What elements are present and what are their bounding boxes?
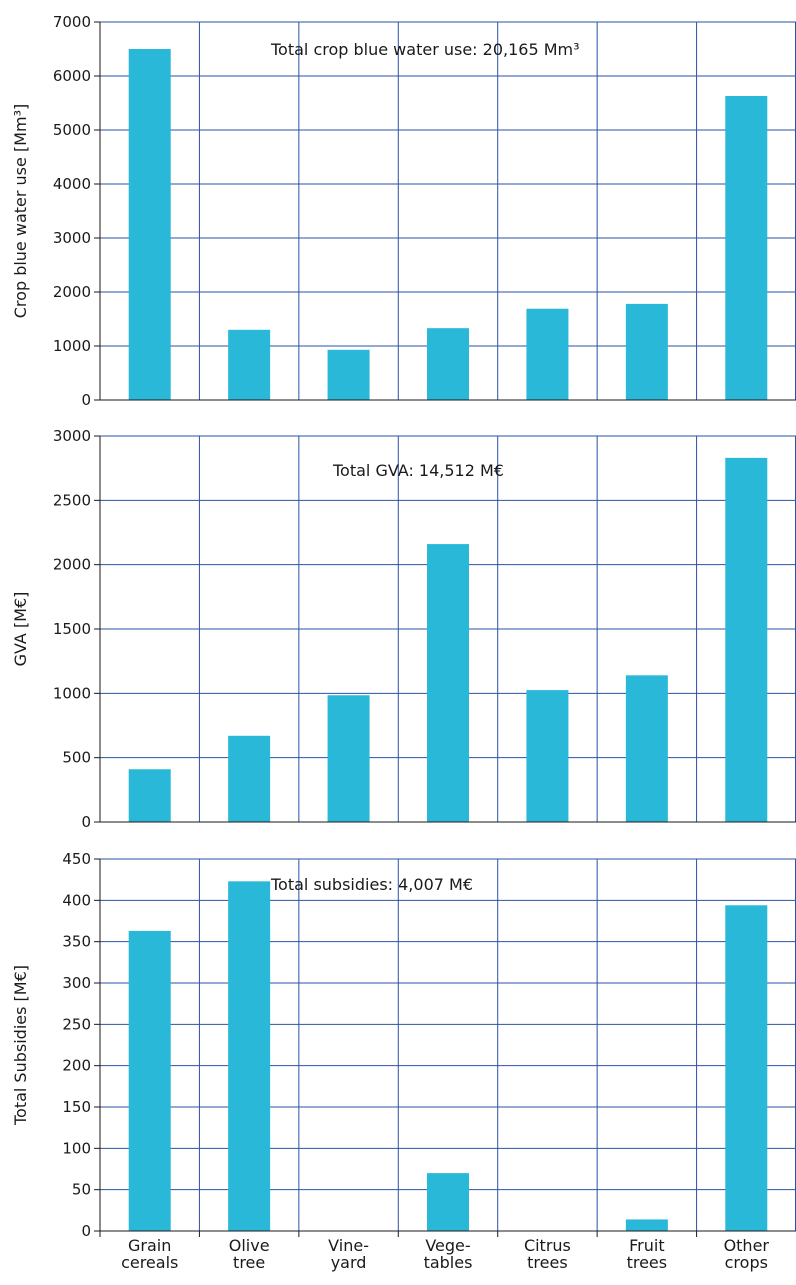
bar-0-4 [526, 308, 569, 400]
bar-1-2 [327, 695, 370, 822]
bar-2-1 [228, 881, 271, 1231]
y-tick-label-0-3: 3000 [53, 229, 91, 247]
y-axis-label-2: Total Subsidies [M€] [11, 965, 30, 1126]
x-tick-label-6-1: crops [725, 1253, 768, 1272]
bar-1-5 [625, 675, 668, 822]
y-tick-label-1-6: 3000 [53, 427, 91, 445]
total-annotation-2: Total subsidies: 4,007 M€ [270, 875, 473, 894]
y-tick-label-2-3: 150 [62, 1098, 91, 1116]
x-tick-label-1-0: Olive [229, 1236, 270, 1255]
x-tick-label-2-1: yard [331, 1253, 367, 1272]
bar-2-3 [427, 1173, 469, 1231]
y-tick-label-0-5: 5000 [53, 121, 91, 139]
y-tick-label-2-5: 250 [62, 1015, 91, 1033]
bar-1-3 [427, 544, 469, 822]
y-tick-label-0-0: 0 [81, 391, 91, 409]
y-axis-label-0: Crop blue water use [Mm³] [11, 104, 30, 318]
bar-1-0 [128, 769, 171, 822]
y-tick-label-0-2: 2000 [53, 283, 91, 301]
bar-2-6 [725, 905, 768, 1231]
x-tick-label-1-1: tree [233, 1253, 265, 1272]
y-tick-label-2-4: 200 [62, 1057, 91, 1075]
bar-2-0 [128, 930, 171, 1231]
bar-0-1 [228, 329, 271, 400]
bar-0-0 [128, 49, 171, 400]
y-tick-label-0-4: 4000 [53, 175, 91, 193]
bar-0-6 [725, 95, 768, 400]
y-tick-label-1-2: 1000 [53, 684, 91, 702]
y-tick-label-1-5: 2500 [53, 491, 91, 509]
bar-2-5 [625, 1219, 668, 1231]
x-tick-label-3-1: tables [424, 1253, 473, 1272]
y-axis-label-1: GVA [M€] [11, 592, 30, 667]
x-tick-label-0-1: cereals [121, 1253, 178, 1272]
bar-0-5 [625, 303, 668, 400]
bar-1-6 [725, 457, 768, 822]
x-tick-label-3-0: Vege- [425, 1236, 470, 1255]
y-tick-label-0-7: 7000 [53, 13, 91, 31]
bar-0-2 [327, 349, 370, 400]
y-tick-label-0-6: 6000 [53, 67, 91, 85]
bar-1-1 [228, 735, 271, 822]
x-tick-label-0-0: Grain [128, 1236, 171, 1255]
y-tick-label-1-4: 2000 [53, 556, 91, 574]
x-tick-label-5-0: Fruit [629, 1236, 664, 1255]
y-tick-label-1-3: 1500 [53, 620, 91, 638]
bar-0-3 [427, 328, 469, 400]
y-tick-label-2-8: 400 [62, 891, 91, 909]
y-tick-label-2-7: 350 [62, 933, 91, 951]
y-tick-label-2-1: 50 [72, 1181, 91, 1199]
y-tick-label-1-0: 0 [81, 813, 91, 831]
y-tick-label-2-9: 450 [62, 850, 91, 868]
y-tick-label-1-1: 500 [62, 749, 91, 767]
x-tick-label-5-1: trees [627, 1253, 668, 1272]
y-tick-label-2-0: 0 [81, 1222, 91, 1240]
y-tick-label-2-2: 100 [62, 1139, 91, 1157]
x-tick-label-6-0: Other [724, 1236, 770, 1255]
x-tick-label-2-0: Vine- [328, 1236, 369, 1255]
total-annotation-0: Total crop blue water use: 20,165 Mm³ [270, 40, 580, 59]
y-tick-label-2-6: 300 [62, 974, 91, 992]
x-tick-label-4-1: trees [527, 1253, 568, 1272]
total-annotation-1: Total GVA: 14,512 M€ [332, 461, 504, 480]
x-tick-label-4-0: Citrus [524, 1236, 571, 1255]
bar-1-4 [526, 690, 569, 822]
y-tick-label-0-1: 1000 [53, 337, 91, 355]
